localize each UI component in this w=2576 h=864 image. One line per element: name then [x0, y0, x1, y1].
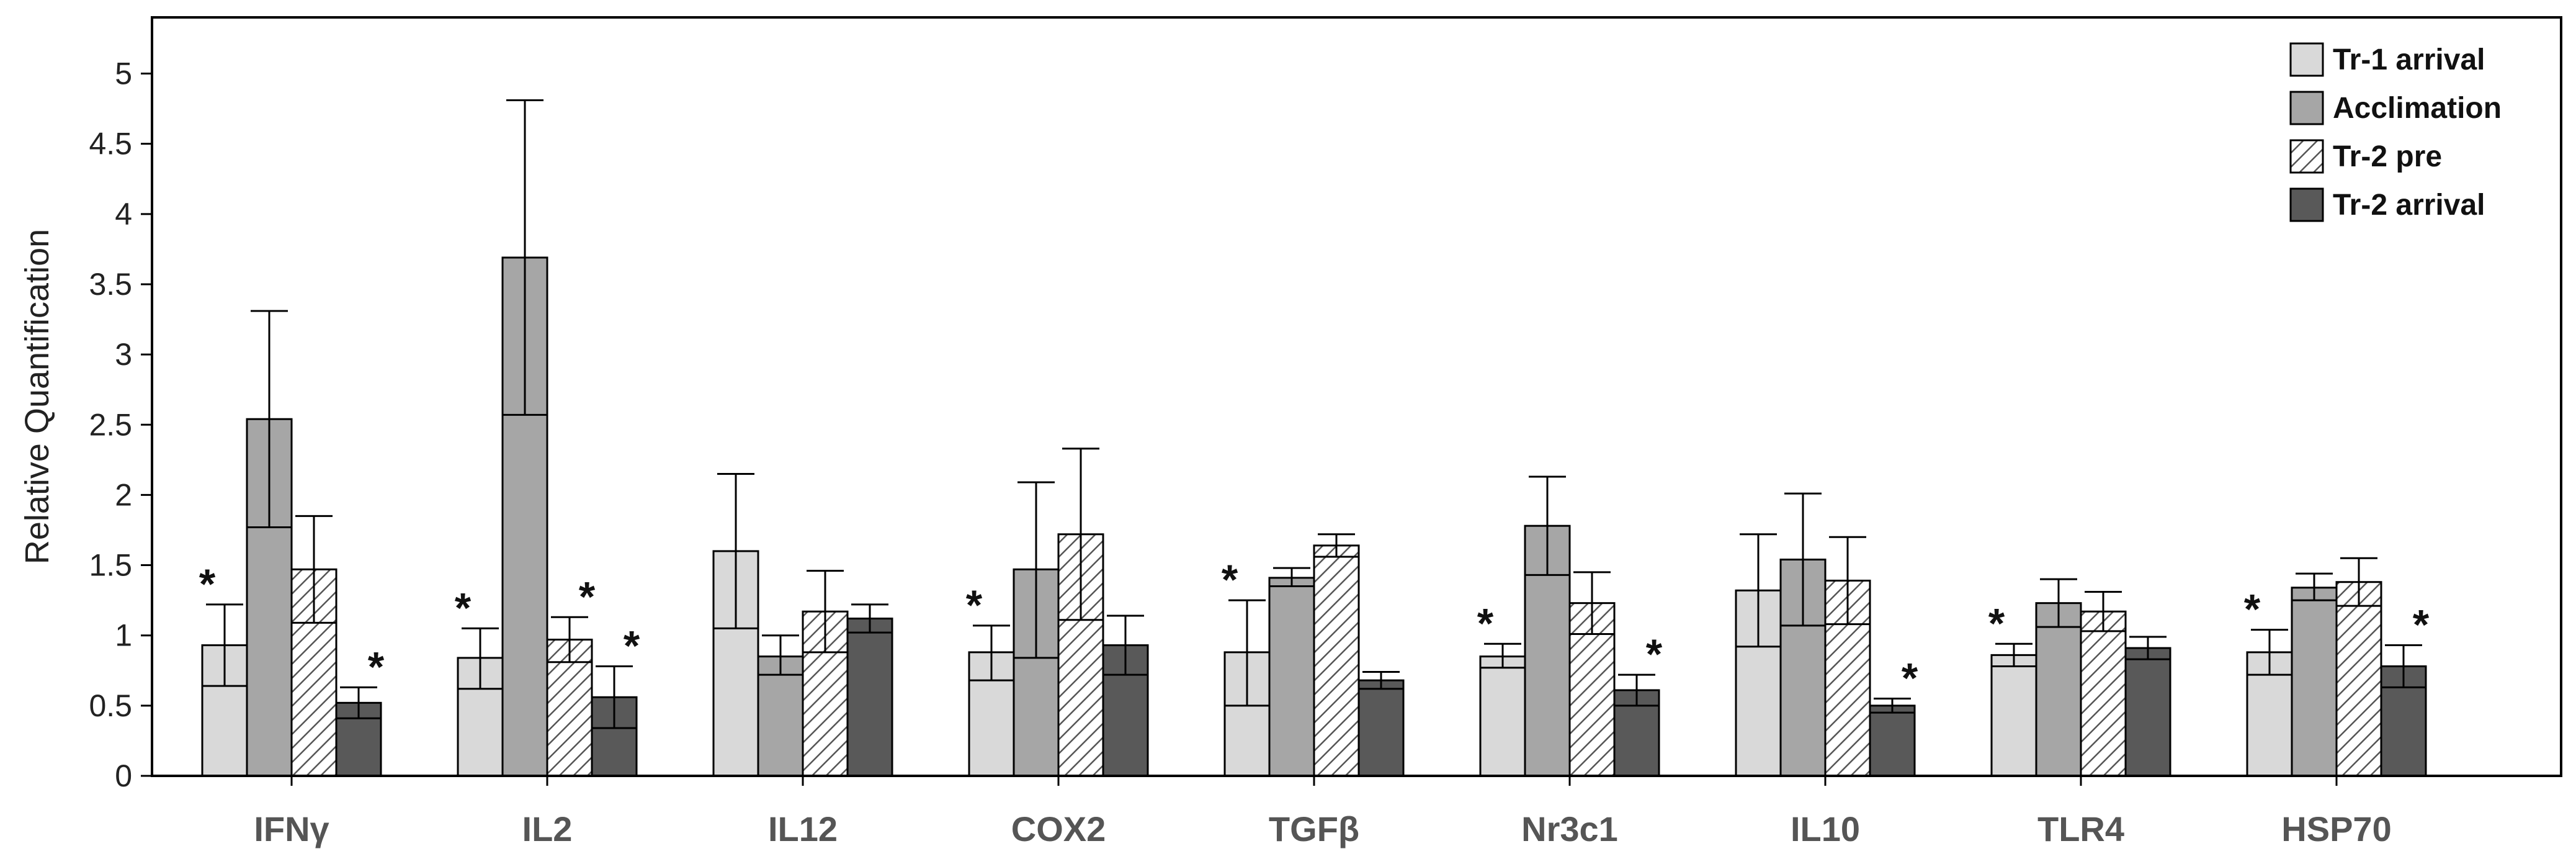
bar: [2124, 647, 2171, 777]
bar-group: [757, 634, 804, 777]
legend-label: Tr-1 arrival: [2333, 43, 2485, 76]
bar: [1357, 679, 1405, 777]
bar-group: [2291, 572, 2338, 777]
significance-marker: *: [1646, 631, 1663, 678]
significance-marker: *: [1477, 600, 1494, 647]
bar-group: *: [1613, 631, 1663, 777]
legend-swatch: [2289, 42, 2324, 77]
bar: [2291, 587, 2338, 777]
bar: [1268, 577, 1315, 777]
significance-marker: *: [1222, 556, 1238, 603]
bar-group: *: [335, 643, 385, 777]
significance-marker: *: [624, 622, 640, 669]
bar-group: *: [591, 622, 640, 777]
x-tick-label: TGFβ: [1269, 809, 1359, 848]
significance-marker: *: [966, 582, 983, 629]
bar-group: *: [199, 560, 248, 777]
y-tick-label: 0.5: [89, 688, 132, 723]
significance-marker: *: [1988, 600, 2005, 647]
bar: [2035, 602, 2082, 777]
bar-group: [2335, 557, 2382, 777]
bar-group: *: [546, 573, 596, 777]
x-tick-label: HSP70: [2281, 809, 2391, 848]
legend-label: Acclimation: [2333, 92, 2502, 125]
bar-group: [1057, 448, 1104, 777]
bar-group: [846, 603, 893, 777]
legend-label: Tr-2 arrival: [2333, 189, 2485, 222]
bar-group: *: [2244, 586, 2293, 777]
x-tick-label: TLR4: [2037, 809, 2124, 848]
bar-group: [1013, 481, 1060, 777]
bar: [2335, 581, 2382, 777]
y-tick-label: 2: [115, 477, 132, 512]
bar-group: [1735, 533, 1782, 777]
bar-group: [246, 310, 293, 777]
x-tick-label: IL10: [1791, 809, 1860, 848]
bar-group: [802, 570, 849, 777]
bar-group: [1102, 614, 1149, 777]
y-tick-label: 4: [115, 197, 132, 232]
significance-marker: *: [199, 560, 216, 608]
y-tick-label: 2.5: [89, 407, 132, 442]
legend-swatch: [2289, 91, 2324, 125]
bar-group: [501, 99, 548, 777]
bar: [2080, 610, 2127, 777]
bar-group: [1568, 571, 1616, 777]
significance-marker: *: [579, 573, 596, 620]
bar: [1869, 704, 1916, 777]
bar-group: *: [1988, 600, 2037, 777]
bar-group: [1313, 533, 1360, 777]
bar-group: [1357, 671, 1405, 777]
bar: [846, 618, 893, 777]
y-axis-label: Relative Quantification: [19, 229, 56, 564]
bar: [1313, 544, 1360, 777]
bar-group: [2035, 578, 2082, 777]
bars-layer: * * * * * * * * * * * * *: [199, 99, 2430, 777]
y-tick-label: 3.5: [89, 267, 132, 302]
y-tick-label: 4.5: [89, 127, 132, 161]
x-tick-label: COX2: [1011, 809, 1106, 848]
significance-marker: *: [455, 584, 472, 631]
bar-group: [2124, 636, 2171, 777]
legend-swatch: [2289, 187, 2324, 222]
bar-group: *: [966, 582, 1015, 777]
significance-marker: *: [2244, 586, 2261, 633]
bar-group: [712, 472, 759, 777]
x-tick-label: IL2: [522, 809, 573, 848]
bar-group: [1824, 536, 1871, 777]
significance-marker: *: [368, 643, 385, 690]
legend: Tr-1 arrival Acclimation Tr-2 pre Tr-2 arri…: [2289, 42, 2502, 222]
y-tick-label: 1: [115, 618, 132, 653]
bar-group: [1524, 475, 1571, 777]
y-tick-label: 3: [115, 337, 132, 372]
bar: [1479, 655, 1526, 777]
bar-group: *: [1222, 556, 1271, 777]
bar-group: *: [2380, 601, 2430, 777]
x-tick-label: IL12: [768, 809, 838, 848]
y-tick-label: 5: [115, 56, 132, 91]
bar-group: *: [455, 584, 504, 777]
x-tick-label: IFNγ: [254, 809, 329, 848]
axis-layer: 0 0.5 1 1.5 2 2.5 3 3.5 4 4.5 5 Relative Quantifica…: [19, 16, 2562, 848]
y-tick-label: 1.5: [89, 548, 132, 583]
bar: [1990, 654, 2037, 777]
legend-swatch: [2289, 139, 2324, 174]
bar-group: [2080, 591, 2127, 777]
bar-group: [1268, 567, 1315, 777]
bar-group: [1779, 492, 1827, 777]
bar-group: *: [1477, 600, 1526, 777]
x-tick-label: Nr3c1: [1521, 809, 1618, 848]
bar-group: *: [1869, 655, 1918, 777]
legend-label: Tr-2 pre: [2333, 140, 2442, 173]
y-tick-label: 0: [115, 758, 132, 793]
significance-marker: *: [2413, 601, 2430, 649]
significance-marker: *: [1902, 655, 1918, 702]
bar-group: [290, 515, 338, 777]
